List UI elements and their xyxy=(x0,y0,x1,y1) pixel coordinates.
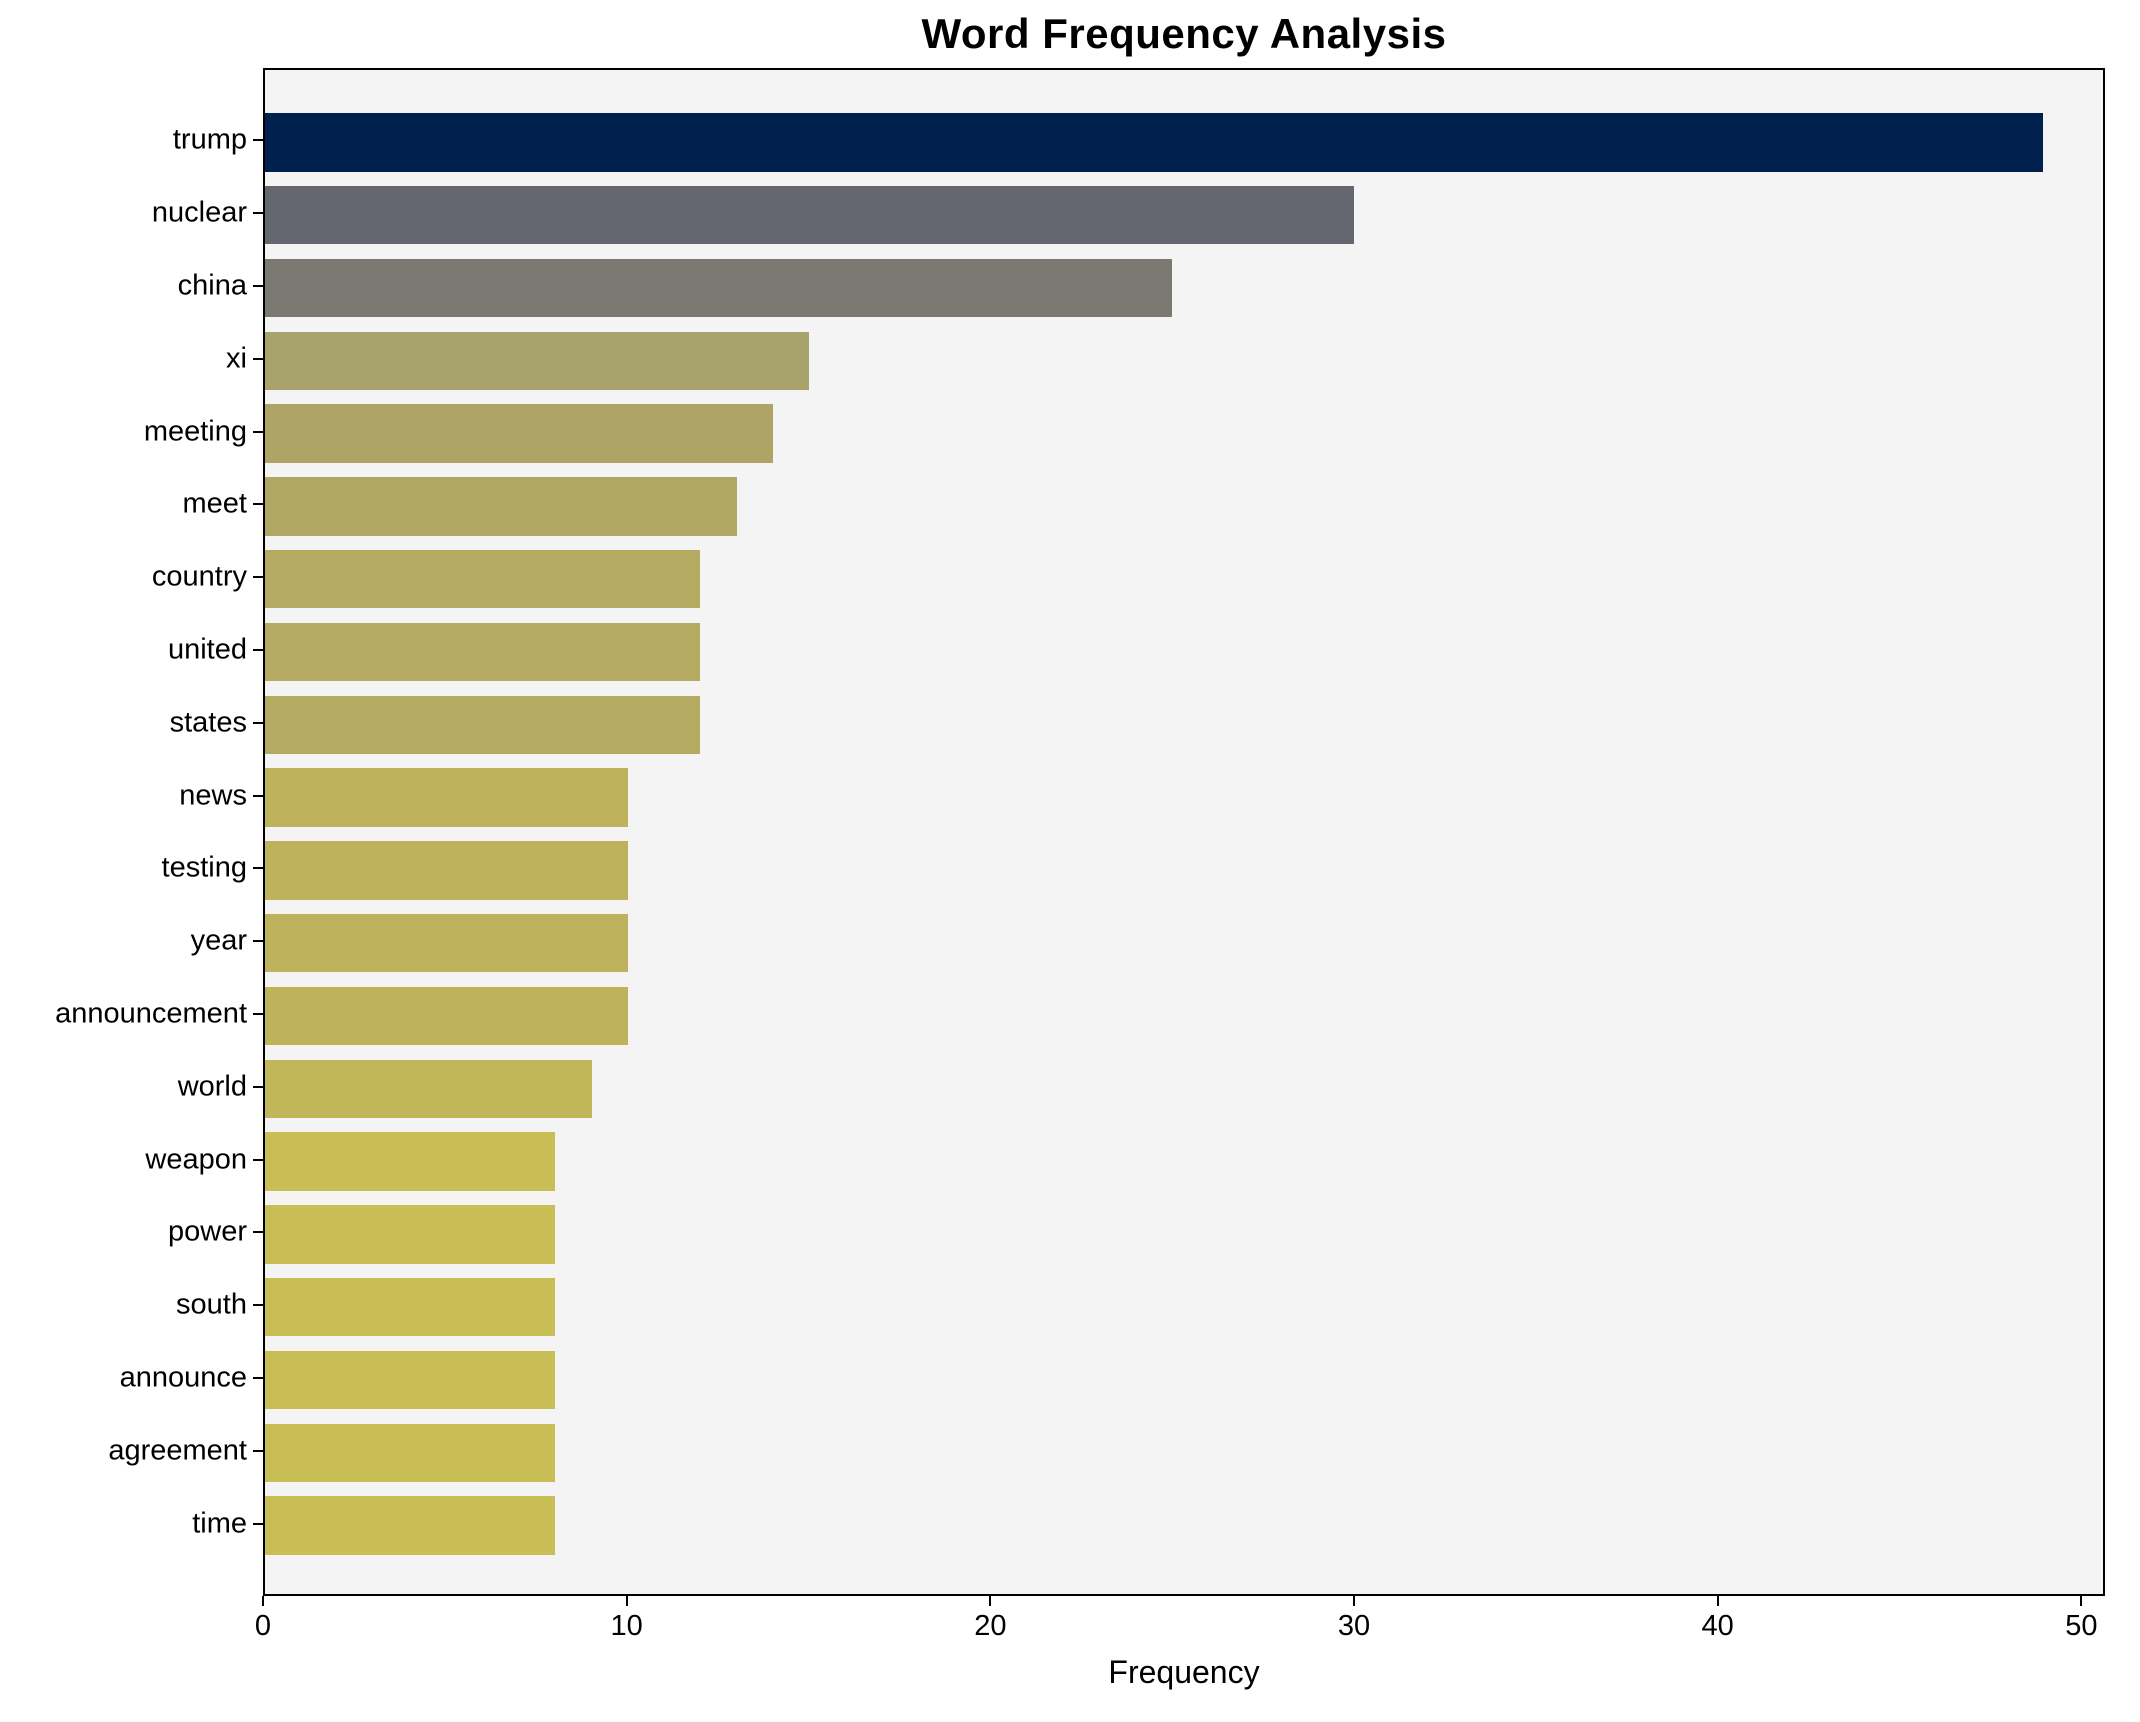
x-tick-mark xyxy=(2080,1596,2083,1606)
bar-meet xyxy=(265,477,737,536)
y-tick-label-south: south xyxy=(176,1288,247,1321)
bar-news xyxy=(265,768,628,827)
bar-south xyxy=(265,1278,556,1337)
y-tick-mark xyxy=(253,794,263,797)
y-tick-mark xyxy=(253,1522,263,1525)
y-tick-mark xyxy=(253,1158,263,1161)
bar-weapon xyxy=(265,1132,556,1191)
y-tick-label-nuclear: nuclear xyxy=(151,196,247,229)
y-tick-mark xyxy=(253,139,263,142)
y-tick-mark xyxy=(253,1377,263,1379)
x-tick-mark xyxy=(625,1596,628,1606)
bar-nuclear xyxy=(265,186,1354,245)
x-tick-mark xyxy=(1353,1596,1356,1606)
y-tick-label-announce: announce xyxy=(119,1361,247,1394)
y-tick-mark xyxy=(253,1304,263,1307)
y-tick-label-china: china xyxy=(177,269,247,302)
bar-trump xyxy=(265,113,2044,172)
y-tick-label-trump: trump xyxy=(172,123,247,156)
y-tick-label-united: united xyxy=(167,633,247,666)
y-tick-label-power: power xyxy=(168,1215,247,1248)
x-tick-label-50: 50 xyxy=(2065,1610,2098,1642)
plot-canvas xyxy=(263,68,2105,1596)
chart-title: Word Frequency Analysis xyxy=(921,10,1447,57)
y-tick-label-testing: testing xyxy=(161,851,247,884)
y-tick-label-year: year xyxy=(190,924,247,957)
bar-meeting xyxy=(265,404,774,463)
y-tick-mark xyxy=(253,503,263,506)
y-tick-mark xyxy=(253,1013,263,1015)
x-tick-mark xyxy=(1716,1596,1719,1606)
y-tick-label-country: country xyxy=(151,560,247,593)
y-tick-label-world: world xyxy=(177,1070,247,1103)
bar-world xyxy=(265,1059,592,1118)
bar-states xyxy=(265,695,701,754)
y-tick-mark xyxy=(253,212,263,215)
y-tick-label-announcement: announcement xyxy=(55,997,247,1030)
bar-year xyxy=(265,914,628,973)
y-tick-label-weapon: weapon xyxy=(145,1143,247,1176)
bar-china xyxy=(265,258,1173,318)
x-tick-label-10: 10 xyxy=(610,1610,643,1642)
y-tick-label-meet: meet xyxy=(182,487,247,520)
bar-testing xyxy=(265,841,628,900)
x-axis-label: Frequency xyxy=(1108,1654,1260,1690)
bar-power xyxy=(265,1205,556,1264)
x-tick-label-40: 40 xyxy=(1701,1610,1734,1642)
bar-country xyxy=(265,550,701,609)
y-tick-mark xyxy=(253,1231,263,1234)
y-tick-label-xi: xi xyxy=(226,342,247,375)
x-tick-mark xyxy=(262,1596,264,1606)
bar-time xyxy=(265,1496,556,1555)
bar-agreement xyxy=(265,1423,556,1482)
bar-xi xyxy=(265,331,810,390)
y-tick-label-meeting: meeting xyxy=(143,415,247,448)
x-tick-label-0: 0 xyxy=(254,1610,272,1642)
bar-announcement xyxy=(265,986,628,1046)
x-tick-label-30: 30 xyxy=(1337,1610,1371,1642)
x-tick-label-20: 20 xyxy=(974,1610,1007,1642)
y-tick-label-states: states xyxy=(169,706,247,739)
y-tick-mark xyxy=(253,285,263,287)
y-tick-mark xyxy=(253,721,263,724)
y-tick-mark xyxy=(253,867,263,870)
plot-area: trump nuclear china xi meeting meet country uni… xyxy=(55,68,2105,1688)
bar-announce xyxy=(265,1350,556,1410)
y-tick-mark xyxy=(253,649,263,651)
y-tick-mark xyxy=(253,430,263,433)
y-tick-mark xyxy=(253,357,263,360)
y-tick-label-agreement: agreement xyxy=(108,1434,247,1467)
y-tick-label-news: news xyxy=(179,779,247,812)
x-tick-mark xyxy=(989,1596,992,1606)
y-tick-label-time: time xyxy=(192,1507,247,1540)
y-tick-mark xyxy=(253,576,263,579)
y-tick-mark xyxy=(253,940,263,943)
y-tick-mark xyxy=(253,1449,263,1452)
bar-united xyxy=(265,622,701,682)
y-tick-mark xyxy=(253,1085,263,1088)
